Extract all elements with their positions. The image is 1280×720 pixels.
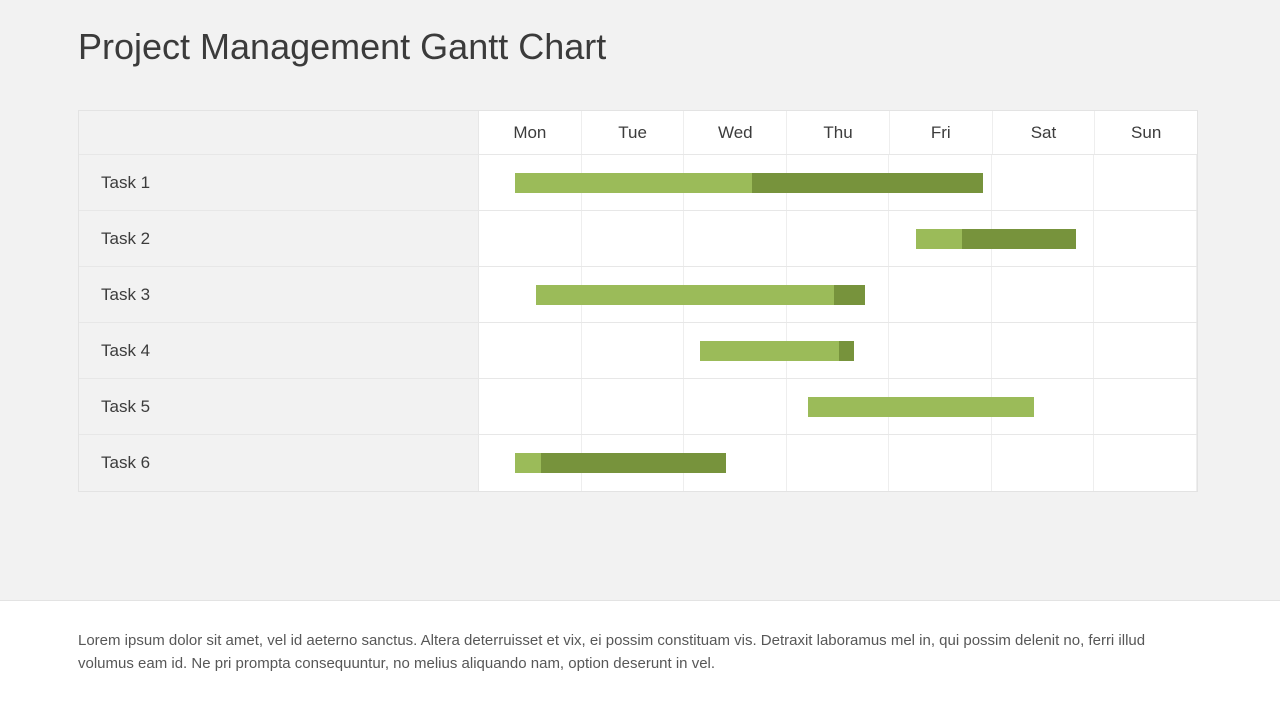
gantt-grid-cell [684, 435, 787, 491]
gantt-grid-cell [1094, 211, 1197, 266]
gantt-day-header: Thu [787, 111, 890, 154]
gantt-task-row: Task 2 [79, 211, 1197, 267]
gantt-grid-cell [889, 323, 992, 378]
gantt-grid-cell [992, 379, 1095, 434]
gantt-grid-cell [479, 211, 582, 266]
gantt-day-header: Wed [684, 111, 787, 154]
gantt-grid-cell [582, 155, 685, 210]
page-title: Project Management Gantt Chart [78, 26, 606, 68]
gantt-grid-cell [787, 323, 890, 378]
gantt-grid-cell [1094, 379, 1197, 434]
gantt-grid-cell [582, 323, 685, 378]
gantt-day-header: Fri [890, 111, 993, 154]
gantt-task-label: Task 4 [79, 323, 479, 378]
gantt-grid-cell [1094, 323, 1197, 378]
gantt-grid-cell [889, 211, 992, 266]
gantt-task-days [479, 323, 1197, 378]
gantt-grid-cell [787, 267, 890, 322]
gantt-task-row: Task 3 [79, 267, 1197, 323]
gantt-grid-cell [787, 379, 890, 434]
gantt-grid-cell [684, 323, 787, 378]
gantt-grid-cell [787, 435, 890, 491]
gantt-task-days [479, 211, 1197, 266]
gantt-grid-cell [479, 379, 582, 434]
gantt-grid-cell [684, 155, 787, 210]
gantt-grid-cell [582, 211, 685, 266]
gantt-grid-cell [1094, 435, 1197, 491]
footer-text: Lorem ipsum dolor sit amet, vel id aeter… [78, 629, 1202, 676]
gantt-task-row: Task 1 [79, 155, 1197, 211]
gantt-task-days [479, 267, 1197, 322]
gantt-grid-cell [582, 435, 685, 491]
gantt-task-row: Task 6 [79, 435, 1197, 491]
gantt-grid-cell [1094, 267, 1197, 322]
gantt-grid-cell [889, 435, 992, 491]
gantt-grid-cell [889, 155, 992, 210]
gantt-task-label: Task 6 [79, 435, 479, 491]
gantt-task-days [479, 155, 1197, 210]
gantt-grid-cell [479, 435, 582, 491]
footer-area: Lorem ipsum dolor sit amet, vel id aeter… [0, 600, 1280, 720]
slide: Project Management Gantt Chart MonTueWed… [0, 0, 1280, 720]
gantt-header-row: MonTueWedThuFriSatSun [79, 111, 1197, 155]
gantt-task-label: Task 3 [79, 267, 479, 322]
gantt-header-days: MonTueWedThuFriSatSun [479, 111, 1197, 154]
gantt-task-label: Task 5 [79, 379, 479, 434]
gantt-grid-cell [479, 267, 582, 322]
gantt-grid-cell [992, 267, 1095, 322]
gantt-grid-cell [684, 379, 787, 434]
gantt-task-row: Task 5 [79, 379, 1197, 435]
gantt-grid-cell [889, 267, 992, 322]
gantt-task-days [479, 435, 1197, 491]
gantt-grid-cell [889, 379, 992, 434]
gantt-grid-cell [684, 267, 787, 322]
gantt-header-spacer [79, 111, 479, 154]
gantt-grid-cell [479, 323, 582, 378]
gantt-grid-cell [787, 211, 890, 266]
gantt-grid-cell [582, 267, 685, 322]
gantt-day-header: Sun [1095, 111, 1197, 154]
gantt-task-label: Task 1 [79, 155, 479, 210]
gantt-day-header: Mon [479, 111, 582, 154]
gantt-chart: MonTueWedThuFriSatSunTask 1Task 2Task 3T… [78, 110, 1198, 492]
gantt-grid-cell [684, 211, 787, 266]
gantt-grid-cell [582, 379, 685, 434]
gantt-grid-cell [992, 155, 1095, 210]
gantt-task-row: Task 4 [79, 323, 1197, 379]
gantt-grid-cell [787, 155, 890, 210]
gantt-day-header: Tue [582, 111, 685, 154]
gantt-grid-cell [1094, 155, 1197, 210]
gantt-task-label: Task 2 [79, 211, 479, 266]
gantt-day-header: Sat [993, 111, 1096, 154]
gantt-grid-cell [479, 155, 582, 210]
gantt-task-days [479, 379, 1197, 434]
gantt-grid-cell [992, 211, 1095, 266]
gantt-grid-cell [992, 435, 1095, 491]
gantt-grid-cell [992, 323, 1095, 378]
